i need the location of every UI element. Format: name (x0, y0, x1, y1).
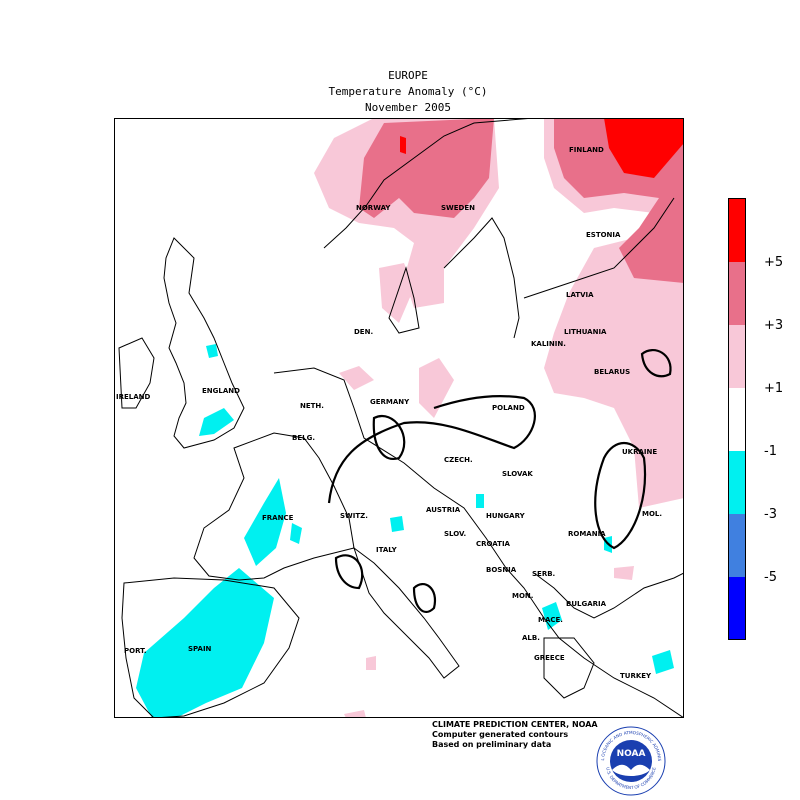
logo-text: NOAA (617, 749, 646, 759)
country-label: KALININ. (531, 340, 566, 348)
country-label: SWITZ. (340, 512, 368, 520)
map-title-region: EUROPE (388, 69, 428, 82)
country-label: ALB. (522, 634, 540, 642)
country-label: SERB. (532, 570, 555, 578)
country-label: POLAND (492, 404, 525, 412)
country-label: LITHUANIA (564, 328, 607, 336)
legend-label-plus3: +3 (764, 318, 784, 333)
anomaly-area-austria-cold (390, 516, 404, 532)
color-legend (728, 198, 746, 640)
legend-label-plus1: +1 (764, 381, 784, 396)
bird-icon (612, 764, 650, 776)
country-label: FINLAND (569, 146, 604, 154)
country-label: UKRAINE (622, 448, 657, 456)
anomaly-area-norway-peak (400, 136, 406, 154)
credit-line: CLIMATE PREDICTION CENTER, NOAA (432, 720, 598, 729)
country-label: SLOV. (444, 530, 466, 538)
country-label: ROMANIA (568, 530, 606, 538)
credits: CLIMATE PREDICTION CENTER, NOAA Computer… (432, 720, 598, 750)
legend-label-minus3: -3 (764, 507, 777, 522)
country-label: NETH. (300, 402, 324, 410)
country-label: BELG. (292, 434, 315, 442)
anomaly-map: FINLAND NORWAY SWEDEN ESTONIA LATVIA LIT… (114, 118, 684, 718)
country-label: BULGARIA (566, 600, 607, 608)
country-label: BELARUS (594, 368, 630, 376)
country-label: MOL. (642, 510, 662, 518)
country-label: GERMANY (370, 398, 410, 406)
noaa-logo: NATIONAL OCEANIC AND ATMOSPHERIC ADMINIS… (596, 726, 666, 796)
anomaly-area-germany-light (339, 263, 454, 418)
country-label: LATVIA (566, 291, 594, 299)
country-label: MACE. (538, 616, 563, 624)
legend-band (729, 451, 745, 514)
country-labels: FINLAND NORWAY SWEDEN ESTONIA LATVIA LIT… (116, 146, 662, 680)
anomaly-area-balkan-cold (542, 602, 562, 630)
country-label: ITALY (376, 546, 398, 554)
anomaly-area-france-cold (244, 478, 302, 566)
country-label: TURKEY (620, 672, 652, 680)
anomaly-area-scandinavia-warm (359, 118, 494, 218)
credit-line: Computer generated contours (432, 730, 569, 739)
legend-band (729, 325, 745, 388)
country-label: NORWAY (356, 204, 391, 212)
legend-band (729, 199, 745, 262)
credit-line: Based on preliminary data (432, 740, 552, 749)
anomaly-area-east-light (544, 118, 684, 508)
country-label: FRANCE (262, 514, 294, 522)
legend-label-plus5: +5 (764, 255, 784, 270)
contour-lines (327, 349, 672, 613)
legend-band (729, 388, 745, 451)
country-label: GREECE (534, 654, 565, 662)
anomaly-area-finland-peak (604, 118, 684, 178)
map-title-period: November 2005 (364, 101, 452, 114)
map-title-measure: Temperature Anomaly (°C) (328, 85, 488, 98)
legend-band (729, 514, 745, 577)
legend-band (729, 577, 745, 639)
country-label: SPAIN (188, 645, 212, 653)
map-border (114, 118, 684, 718)
country-label: SWEDEN (441, 204, 475, 212)
country-label: HUNGARY (486, 512, 526, 520)
legend-label-minus5: -5 (764, 570, 777, 585)
country-label: MON. (512, 592, 533, 600)
anomaly-area-alps-cold (476, 494, 484, 508)
country-label: CROATIA (476, 540, 511, 548)
country-label: IRELAND (116, 393, 151, 401)
country-label: SLOVAK (502, 470, 533, 478)
country-label: BOSNIA (486, 566, 517, 574)
anomaly-area-turkey-cold (652, 650, 674, 674)
country-label: ESTONIA (586, 231, 621, 239)
country-label: DEN. (354, 328, 373, 336)
country-label: ENGLAND (202, 387, 240, 395)
map-title-block: EUROPE Temperature Anomaly (°C) November… (0, 68, 800, 116)
legend-band (729, 262, 745, 325)
country-label: AUSTRIA (426, 506, 461, 514)
country-label: CZECH. (444, 456, 473, 464)
country-label: PORT. (124, 647, 147, 655)
anomaly-area-iberia-cold (136, 568, 274, 718)
legend-label-minus1: -1 (764, 444, 777, 459)
anomaly-area-uk-cold (199, 344, 234, 436)
coastlines (118, 118, 684, 718)
